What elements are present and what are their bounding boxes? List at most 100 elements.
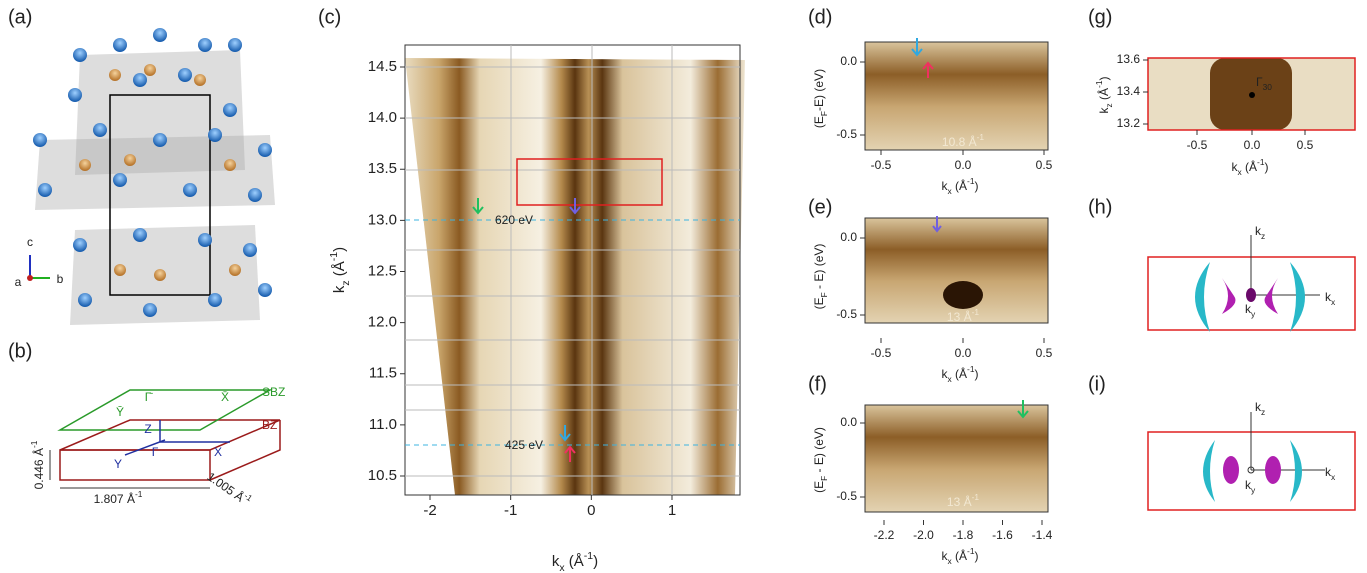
label: 0.0 [955,158,972,172]
label: -0.5 [836,127,857,141]
label: 0 [587,502,595,519]
label: 0.0 [840,415,857,429]
label-part: -1 [967,176,975,186]
label-part: z [1261,407,1265,417]
label: 10.5 [368,467,397,484]
label-part: x [948,186,953,196]
label-part: -1 [972,307,980,317]
label-part: k [331,285,348,293]
label-part: x [1238,167,1243,177]
label: -2 [423,502,436,519]
label: -0.5 [836,307,857,321]
label: 14.0 [368,109,397,126]
label-part: -1 [135,489,143,499]
label-part: x [559,562,565,573]
label-part: (E [812,481,826,493]
label-part: ) [331,247,348,252]
axis-label: 13 Å-1 [947,492,979,509]
label-part: z [1261,231,1265,241]
label: (g) [1088,6,1112,28]
label: (f) [808,373,827,395]
label-part: 1.005 Å [204,469,246,505]
axis-label: 10.8 Å-1 [942,132,984,149]
label: 0.5 [1036,346,1053,360]
axis-label: (EF - E) (eV) [812,427,829,493]
label-part: (Å [952,366,967,381]
label: Z [144,422,151,436]
axis-label: kx [1325,290,1336,307]
label: 13.6 [1117,52,1141,66]
label-part: 13 Å [947,494,972,509]
label: 12.5 [368,262,397,279]
axis-label: 13 Å-1 [947,307,979,324]
label: a [15,275,22,289]
axis-label: ky [1245,478,1256,495]
label-part: 0.446 Å [31,448,46,489]
label: c [27,235,33,249]
label: -2.0 [913,528,934,542]
label: -0.5 [871,158,892,172]
label: X [214,445,222,459]
label-part: -1 [967,546,975,556]
label: b [57,272,64,286]
label-part: -1 [1257,157,1265,167]
axis-label: 0.446 Å-1 [29,440,46,489]
fermi-surfaces [1147,235,1356,511]
heatmap-c [404,44,745,496]
label-part: k [1232,160,1239,174]
label: (d) [808,6,832,28]
axis-label: 1.807 Å-1 [94,489,143,506]
label: 14.5 [368,58,397,75]
label-part: k [1325,290,1332,304]
axis-label: (EF-E) (eV) [812,69,829,128]
label: Y [114,457,122,471]
label-part: y [1251,309,1256,319]
label: Ȳ [116,405,124,419]
label: 12.0 [368,314,397,331]
label-part: x [1331,297,1336,307]
label: 0.5 [1297,138,1314,152]
label: 13.0 [368,211,397,228]
label-part: (E [812,297,826,309]
label-part: (Å [952,548,967,563]
label: 0.5 [1036,158,1053,172]
axis-label: kx (Å-1) [942,176,979,196]
label-part: k [1255,224,1262,238]
label-part: 10.8 Å [942,134,977,149]
label-part: ) [1264,160,1268,174]
axis-label: kz (Å-1) [328,247,352,293]
label-part: k [942,179,949,193]
label-part: 30 [1263,82,1273,92]
label: BZ [262,418,277,432]
label-part: (Å [565,553,584,570]
label: 13.4 [1117,84,1141,98]
label-part: -E) (eV) [812,69,826,111]
label-part: k [1255,400,1262,414]
label-part: F [819,111,829,116]
label: (b) [8,340,32,362]
axis-label: Γ30 [1256,75,1272,92]
label-part: -1 [972,492,980,502]
label-part: -1 [328,252,340,261]
label: 1 [668,502,676,519]
axis-label: kx (Å-1) [552,550,598,573]
label: -0.5 [871,346,892,360]
label-part: - E) (eV) [812,244,826,293]
label-part: ) [593,553,598,570]
label: -1 [504,502,517,519]
label: 11.5 [369,365,397,382]
label-part: ) [974,179,978,193]
label-part: ) [974,367,978,381]
label: -0.5 [1187,138,1208,152]
axis-label: ky [1245,302,1256,319]
label-part: y [1251,485,1256,495]
label-part: k [1245,302,1252,316]
label-part: k [1097,106,1111,113]
label: X̄ [221,390,229,404]
axis-label: kz (Å-1) [1094,77,1114,114]
label: 620 eV [495,213,533,227]
label-part: k [942,549,949,563]
axis-label: kz [1255,224,1265,241]
label: 13.2 [1117,116,1141,130]
